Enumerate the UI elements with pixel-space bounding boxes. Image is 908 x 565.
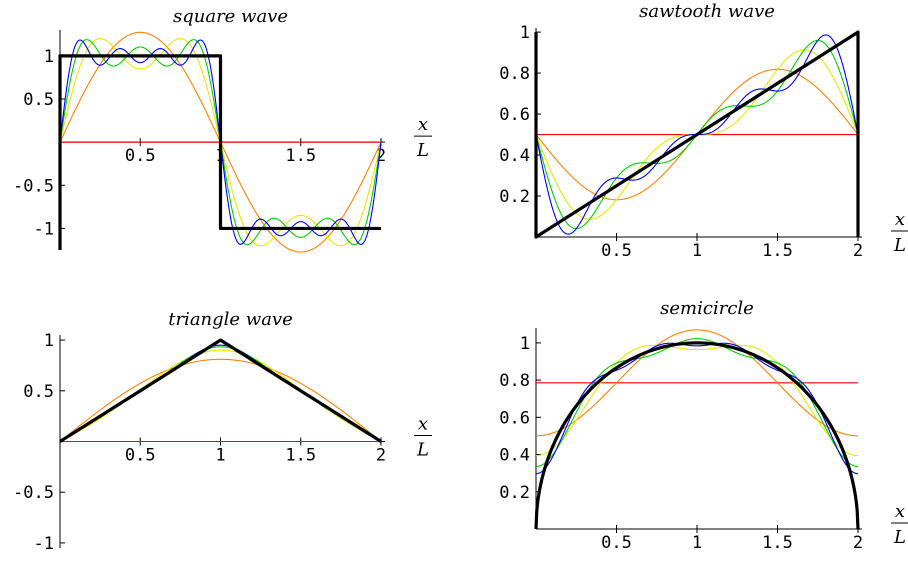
- sawtooth-y-tick-label: 0.2: [499, 187, 530, 207]
- triangle-y-tick-label: -1: [34, 534, 54, 554]
- square-xlabel-numerator: x: [418, 114, 428, 135]
- semicircle-xlabel-numerator: x: [895, 501, 905, 522]
- square-y-tick-label: -1: [34, 219, 54, 239]
- triangle-series-1: [59, 358, 382, 442]
- triangle-series-2: [59, 349, 382, 442]
- sawtooth-x-tick-label: 1.5: [762, 241, 793, 261]
- sawtooth-panel: sawtooth wave 0.5 1 1.5 2 0.2 0.4 0.6 0.8 1 xL: [499, 1, 908, 261]
- sawtooth-title: sawtooth wave: [639, 1, 775, 22]
- sawtooth-y-tick-label: 1: [520, 23, 530, 43]
- semicircle-y-tick-label: 0.2: [499, 483, 530, 503]
- semicircle-xlabel-denominator: L: [893, 527, 906, 548]
- square-x-tick-label: 2: [376, 146, 386, 166]
- sawtooth-x-tick-label: 0.5: [601, 241, 632, 261]
- semicircle-x-tick-label: 1.5: [762, 533, 793, 553]
- square-series-5: [58, 54, 381, 250]
- triangle-title: triangle wave: [168, 309, 293, 330]
- square-x-tick-label: 0.5: [125, 146, 156, 166]
- triangle-xlabel-denominator: L: [416, 440, 429, 461]
- semicircle-y-tick-label: 0.4: [499, 446, 530, 466]
- semicircle-x-tick-label: 1: [692, 533, 702, 553]
- sawtooth-y-tick-label: 0.4: [499, 146, 530, 166]
- semicircle-series-4: [535, 342, 859, 475]
- triangle-series-5: [59, 338, 382, 443]
- triangle-panel: triangle wave 0.5 1 1.5 2 -1 -0.5 0.5 1 xL: [13, 309, 432, 554]
- square-y-tick-label: -0.5: [13, 176, 54, 196]
- sawtooth-xlabel-numerator: x: [895, 209, 905, 230]
- semicircle-x-tick-label: 0.5: [601, 533, 632, 553]
- triangle-y-tick-label: 1: [44, 331, 54, 351]
- square-y-tick-label: 0.5: [23, 90, 54, 110]
- triangle-y-tick-label: -0.5: [13, 483, 54, 503]
- semicircle-y-tick-label: 0.8: [499, 371, 530, 391]
- square-y-tick-label: 1: [44, 47, 54, 67]
- triangle-xlabel-numerator: x: [418, 414, 428, 435]
- triangle-x-tick-label: 0.5: [125, 446, 156, 466]
- semicircle-y-tick-label: 0.6: [499, 408, 530, 428]
- semicircle-series-1: [535, 329, 859, 437]
- semicircle-x-tick-label: 2: [853, 533, 863, 553]
- semicircle-series-5: [534, 341, 860, 530]
- triangle-x-tick-label: 2: [376, 446, 386, 466]
- triangle-x-tick-label: 1.5: [285, 446, 316, 466]
- triangle-x-tick-label: 1: [215, 446, 225, 466]
- square-xlabel-denominator: L: [416, 140, 429, 161]
- triangle-series-3: [59, 346, 382, 442]
- square-title: square wave: [173, 6, 288, 27]
- semicircle-title: semicircle: [660, 298, 754, 319]
- semicircle-panel: semicircle 0.5 1 1.5 2 0.2 0.4 0.6 0.8 1 xL: [499, 298, 908, 553]
- semicircle-series-2: [535, 344, 859, 457]
- sawtooth-y-tick-label: 0.8: [499, 64, 530, 84]
- sawtooth-xlabel-denominator: L: [893, 235, 906, 256]
- sawtooth-x-tick-label: 1: [692, 241, 702, 261]
- sawtooth-series-5: [534, 30, 860, 239]
- sawtooth-y-tick-label: 0.6: [499, 105, 530, 125]
- sawtooth-x-tick-label: 2: [853, 241, 863, 261]
- square-x-tick-label: 1.5: [285, 146, 316, 166]
- semicircle-series-3: [535, 338, 859, 468]
- semicircle-y-tick-label: 1: [520, 334, 530, 354]
- triangle-y-tick-label: 0.5: [23, 382, 54, 402]
